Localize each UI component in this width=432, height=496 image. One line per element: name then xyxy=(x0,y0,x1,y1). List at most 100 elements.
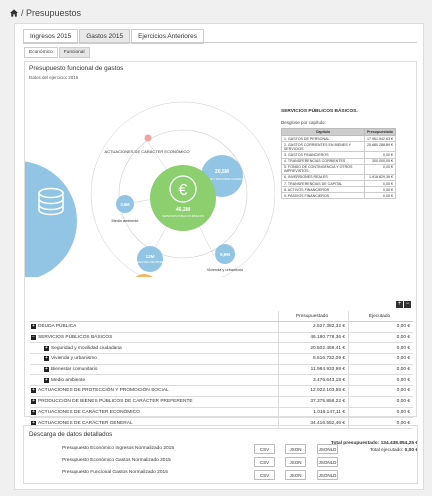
row-label: SERVICIOS PÚBLICOS BÁSICOS xyxy=(38,335,113,341)
home-icon[interactable] xyxy=(10,9,18,17)
jsonld-button[interactable]: JSONLD xyxy=(317,470,338,480)
chapter-value: 0,00 € xyxy=(364,179,396,188)
subtab-funcional[interactable]: Funcional xyxy=(58,47,90,58)
chapter-value: 0,00 € xyxy=(364,163,396,175)
bubble-deuda[interactable] xyxy=(25,161,77,277)
table-row: 3. GASTOS FINANCIEROS 0,00 € xyxy=(280,151,396,159)
table-row: 2. GASTOS CORRIENTES EN BIENES Y SERVICI… xyxy=(280,141,396,153)
row-label: Medio ambiente xyxy=(51,377,86,383)
total-ejecutado-value: 0,00 € xyxy=(404,447,418,453)
jsonld-button[interactable]: JSONLD xyxy=(317,444,338,454)
bubble-vivienda-amount: 8,6M xyxy=(220,252,230,257)
chapter-name: 2. GASTOS CORRIENTES EN BIENES Y SERVICI… xyxy=(280,141,366,153)
expand-toggle[interactable]: + xyxy=(44,376,49,383)
bubble-economico[interactable] xyxy=(144,134,152,142)
tab-ingresos[interactable]: Ingresos 2015 xyxy=(23,29,79,44)
col-presupuestado-header: Presupuestado xyxy=(278,311,348,321)
expand-toggle[interactable]: + xyxy=(44,355,49,362)
row-ejecutado: 0,00 € xyxy=(348,418,413,428)
bubble-seguridad-amount: 20,5M xyxy=(215,169,229,175)
coins-icon xyxy=(38,187,64,216)
orbit-ring-outer xyxy=(90,101,275,277)
chapter-value: 1.918.829,36 € xyxy=(364,173,396,182)
expand-toggle[interactable]: + xyxy=(31,323,36,330)
bubble-medio-ambiente-amount: 3,5M xyxy=(120,202,130,207)
row-presupuestado: 3.476.643,18 € xyxy=(278,375,348,386)
total-presupuestado-value: 134.438.854,25 € xyxy=(380,441,418,446)
table-row: 6. INVERSIONES REALES 1.918.829,36 € xyxy=(280,173,396,182)
bubble-promocion-social[interactable] xyxy=(130,274,158,277)
expand-toggle[interactable]: + xyxy=(31,408,36,415)
json-button[interactable]: JSON xyxy=(285,444,306,454)
bubble-servicios-label: SERVICIOS PÚBLICOS BÁSICOS xyxy=(162,214,204,218)
row-ejecutado: 0,00 € xyxy=(348,343,413,354)
breadcrumb: / Presupuestos xyxy=(10,8,81,18)
chapter-value: 0,00 € xyxy=(364,151,396,159)
table-row: + ACTUACIONES DE CARÁCTER GENERAL 34.416.… xyxy=(30,418,413,429)
euro-icon: € xyxy=(169,175,197,203)
col-presupuestado: Presupuestado xyxy=(364,128,396,136)
row-presupuestado: 1.016.147,11 € xyxy=(278,407,348,418)
tab-gastos[interactable]: Gastos 2015 xyxy=(79,29,131,44)
panel-title: Presupuesto funcional de gastos xyxy=(29,65,124,72)
row-label: Seguridad y movilidad ciudadana xyxy=(51,345,122,351)
row-label: Vivienda y urbanismo xyxy=(51,356,97,362)
tab-ejercicios-anteriores[interactable]: Ejercicios Anteriores xyxy=(131,29,204,44)
bubble-medio-ambiente-label: Medio ambiente xyxy=(111,219,138,223)
row-ejecutado: 0,00 € xyxy=(348,322,413,332)
col-ejecutado-header: Ejecutado xyxy=(348,311,413,321)
chapter-value: 0,00 € xyxy=(364,186,396,194)
budget-frame: Ingresos 2015 Gastos 2015 Ejercicios Ant… xyxy=(14,23,424,490)
row-label: ACTUACIONES DE CARÁCTER GENERAL xyxy=(38,420,133,426)
bubble-economico-label: ACTUACIONES DE CARÁCTER ECONÓMICO xyxy=(105,149,190,154)
bubble-seguridad-label: SEGURIDAD Y MOVILIDAD CIUDADANA xyxy=(198,177,247,181)
collapse-all-button[interactable]: − xyxy=(404,301,411,308)
csv-button[interactable]: CSV xyxy=(254,457,275,467)
csv-button[interactable]: CSV xyxy=(254,470,275,480)
row-presupuestado: 12.922.103,58 € xyxy=(278,386,348,396)
total-ejecutado-label: Total ejecutado: xyxy=(369,447,404,453)
table-row: − SERVICIOS PÚBLICOS BÁSICOS 46.180.778,3… xyxy=(30,332,413,344)
row-ejecutado: 0,00 € xyxy=(348,396,413,407)
bubble-servicios-publicos[interactable] xyxy=(150,165,216,231)
total-presupuestado-label: Total presupuestado: xyxy=(330,441,380,446)
main-tabs: Ingresos 2015 Gastos 2015 Ejercicios Ant… xyxy=(23,29,205,44)
bubble-servicios-amount: 46,2M xyxy=(176,207,190,213)
bubble-bienestar[interactable] xyxy=(137,246,163,272)
row-label: DEUDA PÚBLICA xyxy=(38,324,77,330)
bubble-vivienda[interactable] xyxy=(215,244,235,264)
table-row: + Vivienda y urbanismo 8.616.732,09 € 0,0… xyxy=(30,354,413,365)
budget-table: Presupuestado Ejecutado + DEUDA PÚBLICA 2… xyxy=(30,311,413,429)
sub-tabs: Económico Funcional xyxy=(24,47,91,58)
functional-budget-panel: Presupuesto funcional de gastos Datos de… xyxy=(24,61,417,429)
json-button[interactable]: JSON xyxy=(285,470,306,480)
json-button[interactable]: JSON xyxy=(285,457,306,467)
table-row: + ACTUACIONES DE CARÁCTER ECONÓMICO 1.016… xyxy=(30,407,413,419)
table-row: + Seguridad y movilidad ciudadana 20.502.… xyxy=(30,343,413,355)
table-row: 5. FONDO DE CONTINGENCIA Y OTROS IMPREVI… xyxy=(280,163,396,175)
collapse-toggle[interactable]: − xyxy=(31,334,36,341)
expand-toggle[interactable]: + xyxy=(44,344,49,351)
download-row-label: Presupuesto Funcional Gastos Normalizado… xyxy=(62,470,168,475)
jsonld-button[interactable]: JSONLD xyxy=(317,457,338,467)
panel-subtitle: Datos del ejercicio: 2015 xyxy=(29,75,79,80)
chapter-name: 9. PASIVOS FINANCIEROS xyxy=(280,192,366,200)
table-expand-controls: + − xyxy=(396,301,411,308)
table-row: 8. ACTIVOS FINANCIEROS 0,00 € xyxy=(280,186,396,194)
expand-toggle[interactable]: + xyxy=(44,366,49,373)
download-panel: Descarga de datos detallados Presupuesto… xyxy=(23,425,418,484)
subtab-economico[interactable]: Económico xyxy=(24,47,58,58)
download-title: Descarga de datos detallados xyxy=(29,431,113,438)
download-row-label: Presupuesto Económico Gastos Normalizado… xyxy=(62,458,171,463)
expand-toggle[interactable]: + xyxy=(31,387,36,394)
expand-all-button[interactable]: + xyxy=(396,301,403,308)
bubble-vivienda-label: Vivienda y urbanismo xyxy=(207,268,243,272)
expand-toggle[interactable]: + xyxy=(31,419,36,426)
row-presupuestado: 20.502.469,41 € xyxy=(278,343,348,354)
expand-toggle[interactable]: + xyxy=(31,398,36,405)
table-row: + Medio ambiente 3.476.643,18 € 0,00 € xyxy=(30,375,413,387)
chapter-name: 3. GASTOS FINANCIEROS xyxy=(280,151,366,159)
csv-button[interactable]: CSV xyxy=(254,444,275,454)
row-presupuestado: 34.416.552,46 € xyxy=(278,418,348,428)
bubble-medio-ambiente[interactable] xyxy=(116,195,134,213)
